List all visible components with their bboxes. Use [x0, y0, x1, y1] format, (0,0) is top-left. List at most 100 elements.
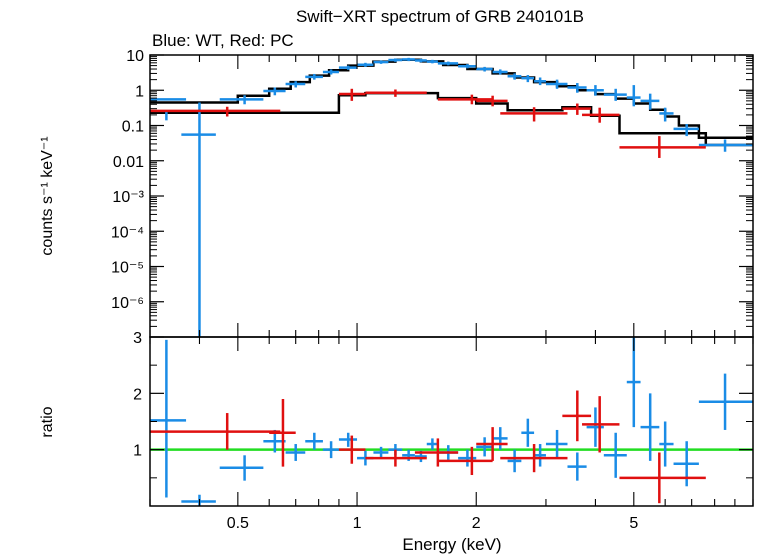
spectrum-points — [150, 57, 753, 337]
ratio-wt-point — [698, 373, 753, 430]
spectrum-wt-point — [305, 73, 323, 80]
ratio-pc-point — [338, 435, 366, 464]
energy-x-ticks: 0.5 1 2 5 — [149, 55, 754, 532]
ratio-wt-point — [426, 438, 438, 450]
x-tick-label: 0.5 — [227, 515, 249, 532]
spectrum-pc-point — [500, 107, 568, 122]
chart-title: Swift−XRT spectrum of GRB 240101B — [296, 7, 584, 26]
spectrum-wt-point — [545, 79, 568, 89]
spectrum-wt-point — [626, 85, 641, 107]
spectrum-wt-point — [373, 60, 389, 64]
ratio-wt-point — [545, 429, 568, 459]
ratio-wt-point — [626, 337, 641, 428]
ratio-pc-point — [437, 446, 493, 476]
spectrum-wt-point — [426, 59, 438, 64]
ratio-frame — [149, 336, 754, 507]
spectrum-wt-point — [507, 73, 522, 80]
spectrum-wt-point — [181, 102, 216, 337]
spectrum-wt-point — [219, 95, 264, 105]
ratio-wt-point — [492, 427, 508, 450]
y-tick-label: 10⁻³ — [112, 189, 144, 206]
ratio-y-ticks: 1 2 3 — [133, 330, 753, 479]
spectrum-wt-point — [476, 66, 493, 72]
ratio-wt-point — [150, 339, 187, 498]
spectrum-wt-point — [263, 87, 286, 96]
spectrum-pc-point — [619, 136, 706, 158]
y-tick-label: 10⁻⁵ — [111, 260, 144, 277]
ratio-pc-point — [269, 398, 296, 467]
ratio-wt-point — [219, 455, 264, 481]
x-tick-label: 2 — [472, 515, 481, 532]
ratio-pc-point — [365, 449, 427, 467]
model-lines — [150, 58, 753, 147]
spectrum-wt-point — [698, 139, 753, 152]
ratio-wt-point — [458, 449, 477, 467]
spectrum-wt-point — [659, 107, 674, 122]
spectrum-y-ticks: 10 1 0.1 0.01 10⁻³ 10⁻⁴ 10⁻⁵ 10⁻⁶ — [111, 48, 753, 327]
spectrum-wt-point — [357, 62, 374, 67]
spectrum-wt-point — [673, 124, 699, 137]
ratio-wt-point — [534, 444, 546, 467]
y-tick-label: 0.1 — [122, 119, 144, 136]
spectrum-wt-point — [640, 93, 660, 110]
ratio-points — [150, 337, 753, 506]
spectrum-wt-point — [603, 88, 627, 101]
spectrum-pc-point — [562, 103, 592, 115]
ratio-wt-point — [640, 393, 660, 461]
ratio-y-label: ratio — [39, 406, 56, 437]
spectrum-wt-point — [567, 83, 587, 93]
ratio-wt-point — [373, 446, 389, 459]
ratio-tick-label: 3 — [133, 330, 142, 347]
ratio-pc-point — [414, 438, 459, 467]
chart-subtitle: Blue: WT, Red: PC — [152, 31, 294, 50]
y-tick-label: 10⁻⁶ — [111, 295, 144, 312]
y-tick-label: 10 — [126, 48, 144, 65]
ratio-wt-point — [507, 449, 522, 473]
spectrum-pc-point — [338, 88, 366, 101]
ratio-wt-point — [181, 494, 216, 506]
spectrum-wt-point — [388, 58, 403, 62]
spectrum-panel: 10 1 0.1 0.01 10⁻³ 10⁻⁴ 10⁻⁵ 10⁻⁶ — [111, 48, 754, 338]
ratio-panel: 1 2 3 0.5 1 2 5 — [133, 55, 754, 532]
spectrum-wt-point — [150, 98, 187, 121]
spectrum-wt-point — [338, 65, 358, 70]
spectrum-wt-point — [285, 81, 306, 88]
model-pc-line — [150, 91, 753, 147]
spectrum-wt-point — [586, 85, 604, 96]
spectrum-wt-point — [492, 69, 508, 75]
ratio-pc-point — [582, 396, 620, 453]
spectrum-wt-point — [458, 64, 477, 69]
ratio-wt-point — [322, 441, 339, 459]
x-axis-label: Energy (keV) — [402, 535, 501, 554]
y-tick-label: 0.01 — [113, 154, 144, 171]
ratio-tick-label: 1 — [133, 443, 142, 460]
spectrum-wt-point — [402, 57, 415, 62]
ratio-wt-point — [586, 407, 604, 447]
ratio-tick-label: 2 — [133, 386, 142, 403]
spectrum-pc-point — [150, 106, 281, 117]
ratio-wt-point — [285, 444, 306, 461]
ratio-pc-point — [619, 452, 706, 504]
spectrum-pc-point — [582, 107, 620, 123]
ratio-wt-point — [659, 421, 674, 467]
spectrum-pc-point — [437, 94, 493, 105]
spectrum-wt-point — [437, 61, 459, 66]
ratio-pc-point — [500, 444, 568, 473]
spectrum-wt-point — [534, 77, 546, 86]
x-tick-label: 1 — [353, 515, 362, 532]
ratio-pc-point — [562, 390, 592, 442]
spectrum-y-label: counts s⁻¹ keV⁻¹ — [39, 136, 56, 255]
ratio-wt-point — [673, 441, 699, 487]
ratio-wt-point — [338, 432, 358, 447]
y-tick-label: 1 — [135, 83, 144, 100]
spectrum-wt-point — [322, 69, 339, 75]
spectrum-wt-point — [414, 58, 427, 63]
ratio-pc-point — [150, 413, 281, 450]
y-tick-label: 10⁻⁴ — [111, 224, 144, 241]
ratio-pc-point — [476, 427, 508, 461]
ratio-wt-point — [521, 418, 535, 447]
spectrum-pc-point — [476, 95, 508, 107]
spectrum-pc-point — [365, 89, 427, 97]
ratio-wt-point — [305, 432, 323, 450]
